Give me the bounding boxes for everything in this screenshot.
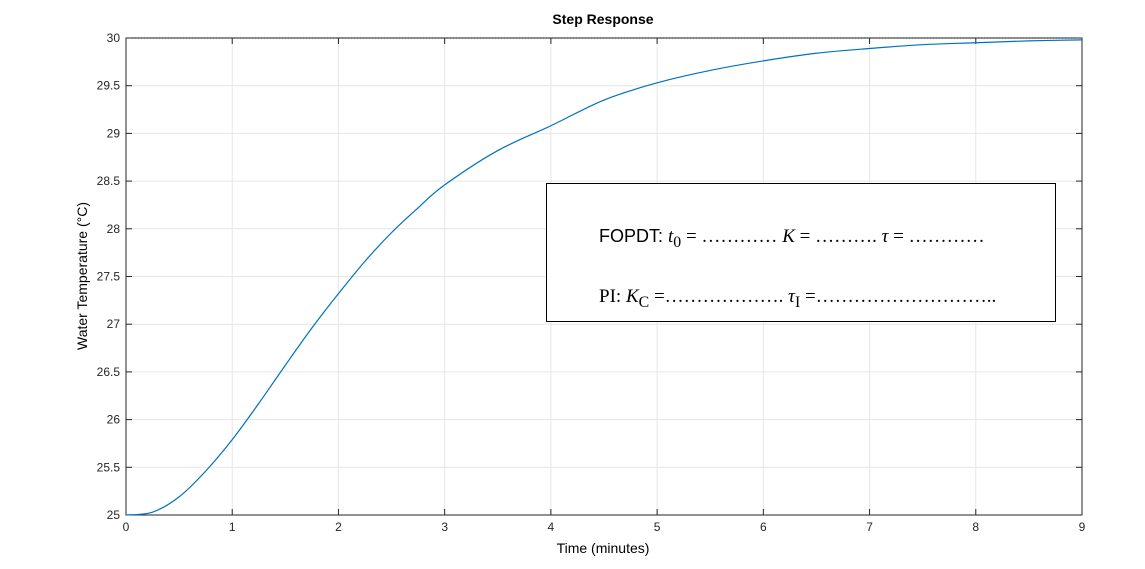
x-tick-label: 4 [548,520,555,534]
k-symbol: K [782,226,795,247]
t0-blank: = ………… [681,226,783,247]
y-tick-label: 29.5 [97,79,121,93]
x-tick-labels: 0 1 2 3 4 5 6 7 8 9 [123,520,1086,534]
y-tick-label: 28 [107,222,121,236]
series-line [125,39,1083,516]
pi-line: PI: KC =………………. τI =……………………….. [599,286,996,312]
taui-blank: =……………………….. [800,286,997,307]
y-tick-label: 27.5 [97,270,121,284]
x-tick-label: 7 [866,520,873,534]
x-tick-label: 5 [654,520,661,534]
tau-blank: = ………… [888,226,985,247]
x-axis-label: Time (minutes) [557,540,650,556]
fopdt-line: FOPDT: t0 = ………… K = ………. τ = ………… [599,226,985,252]
fopdt-prefix: FOPDT: [599,226,669,246]
y-tick-label: 25 [107,508,121,522]
y-axis-label: Water Temperature (°C) [74,202,90,350]
tau-symbol: τ [881,226,889,247]
t0-symbol: t [668,226,674,247]
x-tick-label: 0 [123,520,130,534]
annotation-box: FOPDT: t0 = ………… K = ………. τ = ………… PI: K… [546,183,1056,322]
taui-symbol: τ [788,286,795,307]
x-tick-label: 1 [229,520,236,534]
y-tick-label: 30 [107,31,121,45]
x-tick-label: 3 [441,520,448,534]
kc-symbol: K [625,286,639,307]
y-tick-label: 26.5 [97,365,121,379]
y-tick-label: 26 [107,413,121,427]
x-tick-label: 6 [760,520,767,534]
k-blank: = ………. [794,226,882,247]
x-tick-label: 9 [1079,520,1086,534]
pi-prefix: PI: [599,286,626,307]
taui-subscript: I [794,293,801,311]
chart-title: Step Response [552,11,653,27]
kc-blank: =………………. [649,286,789,307]
y-tick-label: 29 [107,126,121,140]
x-tick-label: 8 [972,520,979,534]
t0-subscript: 0 [673,233,682,251]
y-tick-label: 27 [107,317,121,331]
kc-subscript: C [638,293,650,311]
y-tick-label: 28.5 [97,174,121,188]
y-tick-labels: 25 25.5 26 26.5 27 27.5 28 28.5 29 29.5 30 [97,31,121,522]
y-tick-label: 25.5 [97,460,121,474]
x-tick-label: 2 [335,520,342,534]
